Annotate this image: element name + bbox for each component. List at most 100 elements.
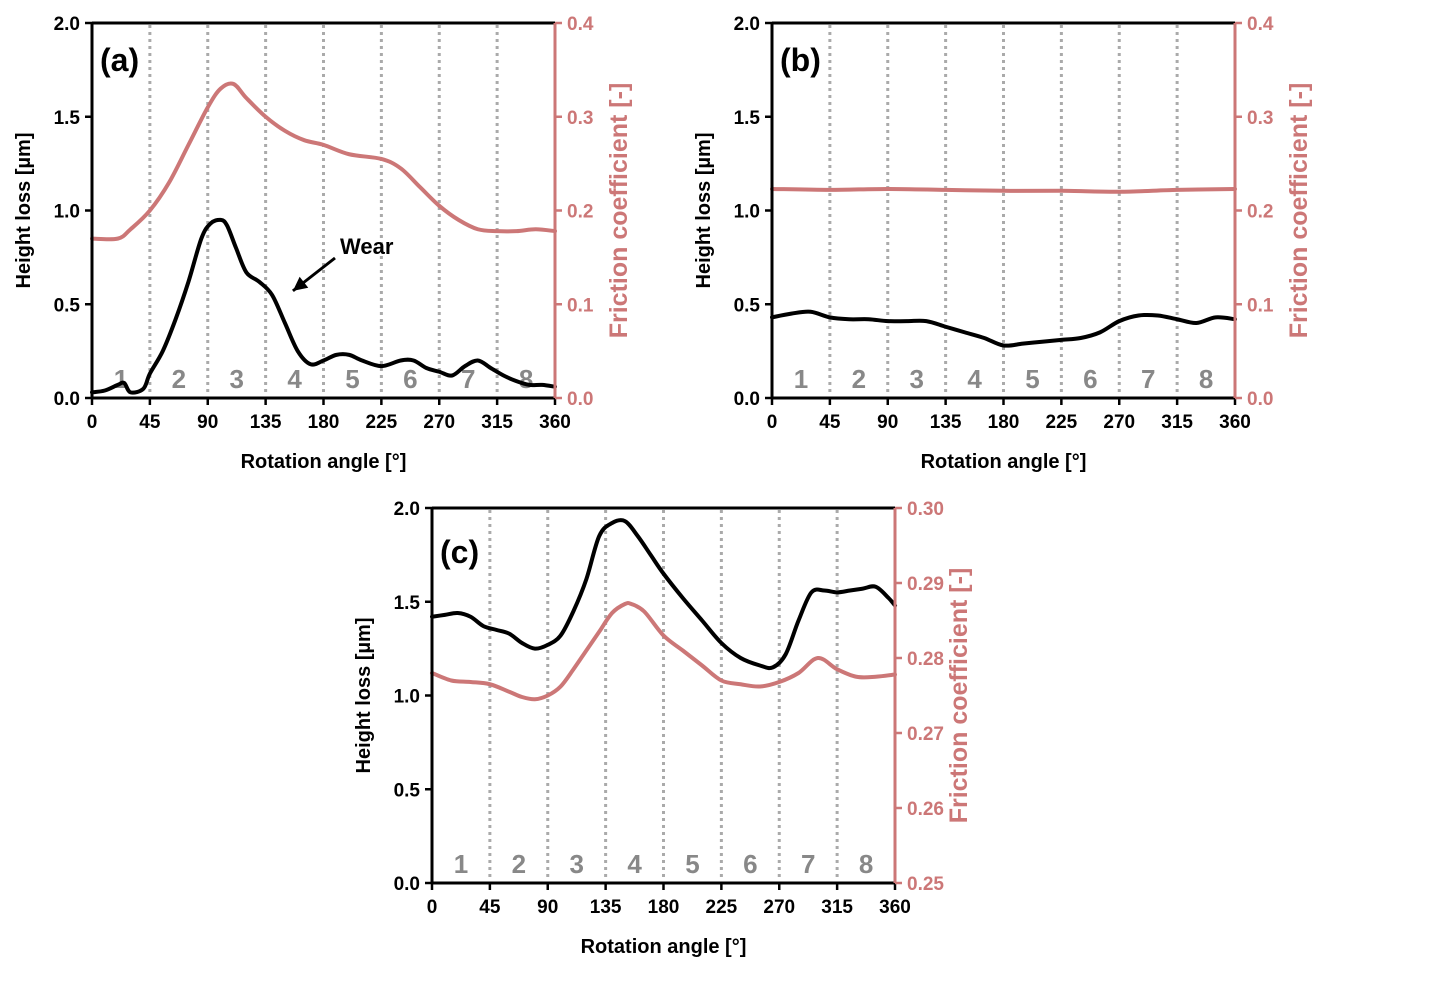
chart-panel-c: 1 2 3 4 5 6 7 80 45 90 135 180 225 270 315 3600.00.51.0… xyxy=(353,499,973,958)
annotation-arrowhead xyxy=(292,276,309,291)
y-right-tick-label: 0.29 xyxy=(907,574,944,595)
y-left-tick-label: 0.5 xyxy=(734,295,761,316)
x-tick-label: 315 xyxy=(1161,412,1193,433)
sector-label: 3 xyxy=(909,364,923,394)
y-right-tick-label: 0.1 xyxy=(1247,295,1274,316)
x-tick-label: 90 xyxy=(877,412,898,433)
sector-label: 5 xyxy=(685,849,699,879)
sector-label: 7 xyxy=(461,364,475,394)
y-left-tick-label: 0.0 xyxy=(394,874,420,895)
x-tick-label: 90 xyxy=(197,412,218,433)
x-tick-label: 0 xyxy=(87,412,98,433)
x-tick-label: 45 xyxy=(819,412,841,433)
sector-label: 2 xyxy=(512,849,526,879)
x-tick-label: 135 xyxy=(930,412,962,433)
y-right-tick-label: 0.27 xyxy=(907,724,944,745)
x-tick-label: 360 xyxy=(539,412,571,433)
y-right-tick-label: 0.30 xyxy=(907,499,944,520)
y-right-tick-label: 0.0 xyxy=(567,389,593,410)
x-tick-label: 45 xyxy=(479,897,501,918)
y-right-tick-label: 0.3 xyxy=(567,108,593,129)
chart-panel-a: 1 2 3 4 5 6 7 80 45 90 135 180 225 270 315 3600.00.51.0… xyxy=(13,14,633,473)
sector-label: 8 xyxy=(519,364,533,394)
x-tick-label: 270 xyxy=(1103,412,1135,433)
x-tick-label: 45 xyxy=(139,412,161,433)
panel-label: (c) xyxy=(440,534,479,570)
sector-label: 8 xyxy=(859,849,873,879)
y-right-tick-label: 0.0 xyxy=(1247,389,1273,410)
sector-label: 2 xyxy=(172,364,186,394)
sector-label: 7 xyxy=(801,849,815,879)
x-tick-label: 225 xyxy=(366,412,398,433)
y-left-tick-label: 0.5 xyxy=(54,295,81,316)
y-left-tick-label: 0.5 xyxy=(394,780,421,801)
y-right-tick-label: 0.2 xyxy=(567,202,593,223)
sector-label: 1 xyxy=(454,849,468,879)
x-tick-label: 0 xyxy=(767,412,778,433)
x-tick-label: 135 xyxy=(250,412,282,433)
sector-label: 2 xyxy=(852,364,866,394)
y-left-tick-label: 2.0 xyxy=(734,14,760,35)
y-left-tick-label: 2.0 xyxy=(54,14,80,35)
sector-label: 5 xyxy=(345,364,359,394)
x-tick-label: 0 xyxy=(427,897,438,918)
friction-coefficient-line xyxy=(90,81,557,242)
panel-label: (a) xyxy=(100,42,139,78)
x-tick-label: 270 xyxy=(423,412,455,433)
sector-label: 3 xyxy=(569,849,583,879)
y-left-tick-label: 0.0 xyxy=(734,389,760,410)
x-tick-label: 315 xyxy=(481,412,513,433)
sector-label: 4 xyxy=(287,364,302,394)
height-loss-line xyxy=(430,518,897,671)
y-left-tick-label: 1.5 xyxy=(54,108,81,129)
y-right-axis-title: Friction coefficient [-] xyxy=(945,568,973,824)
y-right-axis-title: Friction coefficient [-] xyxy=(1285,83,1313,339)
sector-label: 3 xyxy=(229,364,243,394)
annotation-label-wear: Wear xyxy=(340,234,394,259)
sector-label: 1 xyxy=(794,364,808,394)
friction-coefficient-line xyxy=(770,186,1237,194)
friction-coefficient-line xyxy=(430,600,897,702)
y-right-tick-label: 0.1 xyxy=(567,295,594,316)
y-left-axis-title: Height loss [µm] xyxy=(13,133,35,289)
chart-panel-b: 1 2 3 4 5 6 7 80 45 90 135 180 225 270 315 3600.00.51.0… xyxy=(693,14,1313,473)
y-right-tick-label: 0.3 xyxy=(1247,108,1273,129)
sector-label: 6 xyxy=(403,364,417,394)
sector-label: 7 xyxy=(1141,364,1155,394)
x-tick-label: 270 xyxy=(763,897,795,918)
panel-label: (b) xyxy=(780,42,821,78)
sector-label: 8 xyxy=(1199,364,1213,394)
y-left-tick-label: 1.0 xyxy=(54,202,80,223)
y-right-tick-label: 0.25 xyxy=(907,874,944,895)
y-left-axis-title: Height loss [µm] xyxy=(693,133,715,289)
y-left-axis-title: Height loss [µm] xyxy=(353,618,375,774)
height-loss-line xyxy=(770,309,1237,348)
sector-label: 6 xyxy=(1083,364,1097,394)
x-tick-label: 315 xyxy=(821,897,853,918)
sector-label: 6 xyxy=(743,849,757,879)
y-right-tick-label: 0.4 xyxy=(1247,14,1274,35)
sector-label: 5 xyxy=(1025,364,1039,394)
sector-label: 4 xyxy=(967,364,982,394)
x-tick-label: 180 xyxy=(988,412,1020,433)
x-tick-label: 180 xyxy=(308,412,340,433)
x-tick-label: 360 xyxy=(879,897,911,918)
y-right-axis-title: Friction coefficient [-] xyxy=(605,83,633,339)
x-tick-label: 360 xyxy=(1219,412,1251,433)
x-tick-label: 135 xyxy=(590,897,622,918)
x-tick-label: 180 xyxy=(648,897,680,918)
x-tick-label: 90 xyxy=(537,897,558,918)
x-axis-title: Rotation angle [°] xyxy=(241,451,407,473)
y-right-tick-label: 0.26 xyxy=(907,799,944,820)
x-axis-title: Rotation angle [°] xyxy=(921,451,1087,473)
height-loss-line xyxy=(90,217,557,395)
x-tick-label: 225 xyxy=(706,897,738,918)
y-left-tick-label: 1.5 xyxy=(394,593,421,614)
y-left-tick-label: 1.0 xyxy=(734,202,760,223)
y-right-tick-label: 0.2 xyxy=(1247,202,1273,223)
y-left-tick-label: 1.5 xyxy=(734,108,761,129)
x-axis-title: Rotation angle [°] xyxy=(581,936,747,958)
sector-label: 4 xyxy=(627,849,642,879)
y-left-tick-label: 2.0 xyxy=(394,499,420,520)
